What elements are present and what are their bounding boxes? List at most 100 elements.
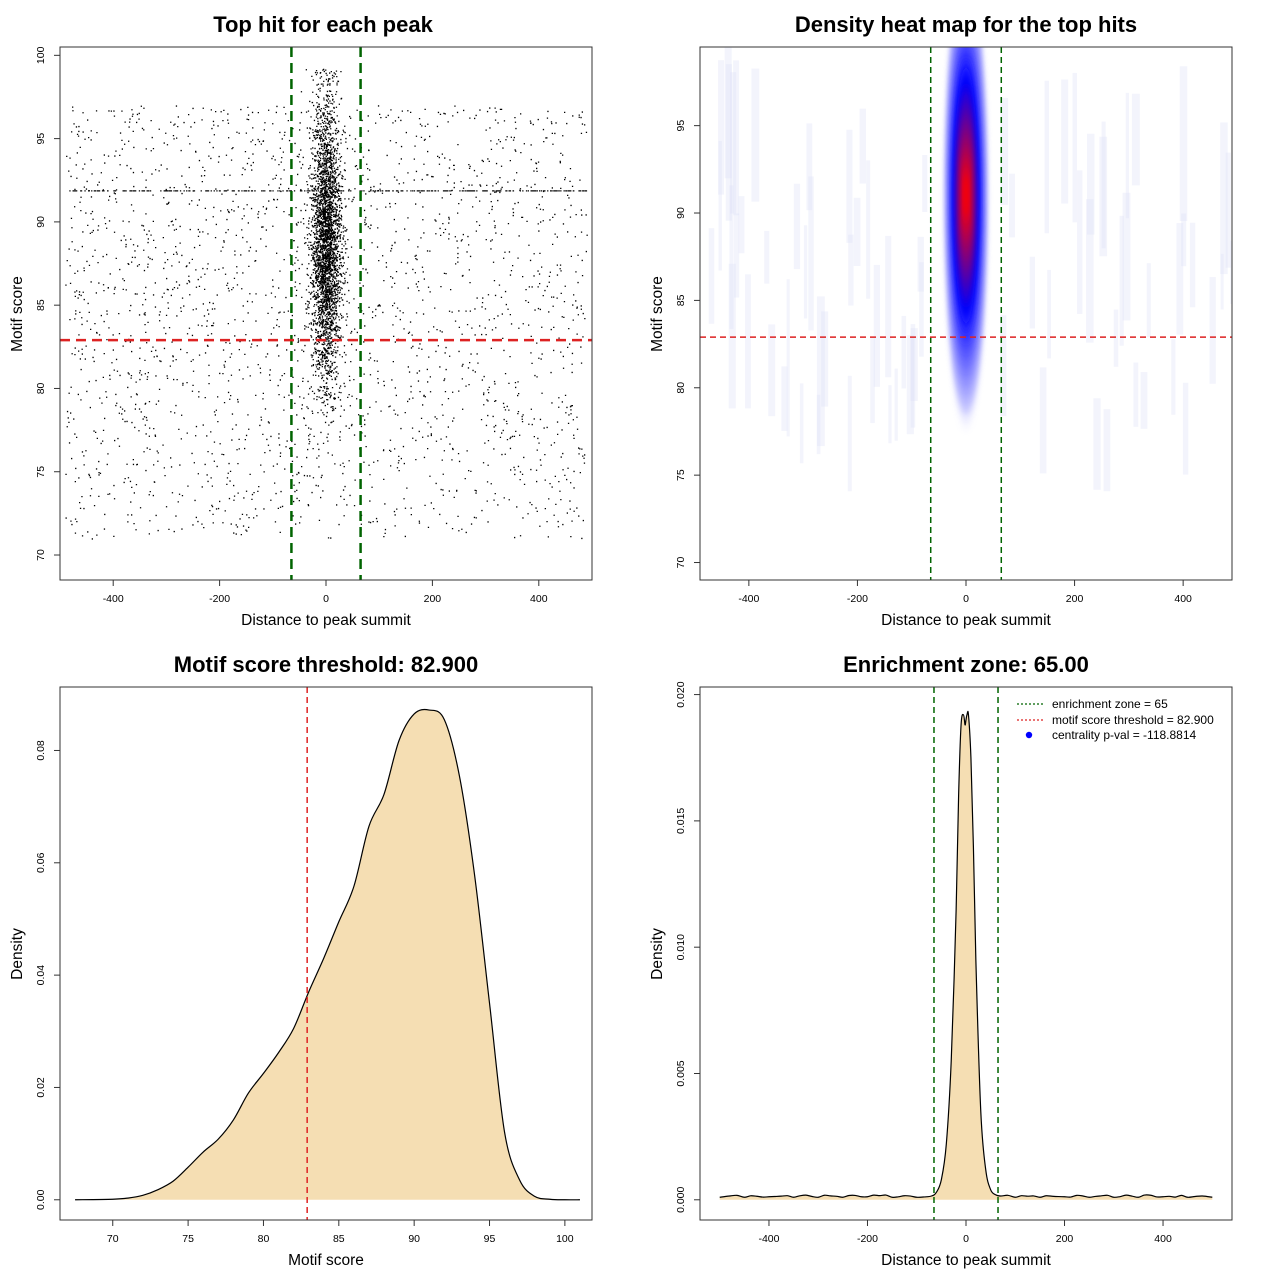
heatmap-background-streak <box>733 213 740 298</box>
legend: enrichment zone = 65 motif score thresho… <box>1017 697 1214 742</box>
heatmap-background-streak <box>1131 93 1140 186</box>
heatmap-background-streak <box>1113 309 1119 367</box>
x-tick-label: -200 <box>847 593 868 605</box>
heatmap-background-streak <box>768 324 776 417</box>
y-tick-label: 95 <box>675 120 687 132</box>
heatmap-background-streak <box>919 262 924 357</box>
distance-density-title: Enrichment zone: 65.00 <box>843 652 1089 677</box>
panel-distance-density: Enrichment zone: 65.00 -400 -200 0 200 400 0… <box>649 652 1233 1269</box>
heatmap-background-streak <box>1133 362 1139 427</box>
heatmap-density <box>708 47 1232 492</box>
heatmap-background-streak <box>799 383 804 464</box>
heatmap-background-streak <box>733 60 740 216</box>
heatmap-background-streak <box>786 279 790 437</box>
x-tick-label: 75 <box>182 1233 194 1245</box>
heatmap-background-streak <box>1087 133 1095 235</box>
y-tick-label: 70 <box>675 557 687 569</box>
heatmap-background-streak <box>1209 277 1216 384</box>
y-tick-label: 0.020 <box>675 681 687 707</box>
distance-density-curve <box>719 710 1213 1200</box>
heatmap-title: Density heat map for the top hits <box>795 12 1137 37</box>
panel-score-density: Motif score threshold: 82.900 70 75 80 85 90… <box>9 652 593 1269</box>
legend-item-zone: enrichment zone = 65 <box>1052 697 1168 711</box>
heatmap-background-streak <box>729 185 734 329</box>
heatmap-background-streak <box>1077 170 1083 314</box>
x-tick-label: 80 <box>258 1233 270 1245</box>
x-tick-label: 400 <box>1174 593 1192 605</box>
y-tick-label: 90 <box>675 207 687 219</box>
panel-scatter: Top hit for each peak -400 -200 0 200 400 70… <box>9 12 593 629</box>
heatmap-background-streak <box>1009 173 1015 238</box>
distance-density-fill <box>719 711 1213 1200</box>
y-tick-label: 0.005 <box>675 1060 687 1086</box>
heatmap-background-streak <box>1072 72 1077 223</box>
distance-density-x-axis: -400 -200 0 200 400 <box>758 1220 1172 1245</box>
heatmap-background-streak <box>906 335 914 435</box>
y-tick-label: 0.06 <box>35 852 47 873</box>
heatmap-background-streak <box>853 197 861 267</box>
y-tick-label: 85 <box>675 294 687 306</box>
heatmap-background-streak <box>1181 213 1187 267</box>
heatmap-background-streak <box>1225 152 1231 268</box>
heatmap-background-streak <box>816 394 821 455</box>
distance-density-y-label: Density <box>649 928 666 980</box>
x-tick-label: -400 <box>758 1233 779 1245</box>
heatmap-background-streak <box>910 324 916 428</box>
heatmap-background-streak <box>870 337 875 424</box>
heatmap-background-streak <box>718 60 725 195</box>
heatmap-background-streak <box>1140 372 1148 429</box>
heatmap-background-streak <box>901 315 907 389</box>
score-density-title: Motif score threshold: 82.900 <box>174 652 478 677</box>
y-tick-label: 75 <box>675 469 687 481</box>
heatmap-background-streak <box>1119 215 1124 346</box>
heatmap-background-streak <box>751 68 760 202</box>
y-tick-label: 80 <box>675 382 687 394</box>
heatmap-background-streak <box>745 274 751 409</box>
heatmap-y-axis: 70 75 80 85 90 95 <box>675 120 700 569</box>
x-tick-label: 0 <box>963 1233 969 1245</box>
score-density-curve <box>75 708 580 1201</box>
heatmap-background-streak <box>808 176 814 331</box>
heatmap-reference-lines <box>700 47 1232 580</box>
legend-item-threshold: motif score threshold = 82.900 <box>1052 713 1214 727</box>
heatmap-background-streak <box>1171 339 1176 415</box>
x-tick-label: 90 <box>408 1233 420 1245</box>
heatmap-background-streak <box>846 129 853 243</box>
scatter-reference-lines <box>60 47 592 580</box>
panel-heatmap: Density heat map for the top hits -400 -2… <box>649 12 1233 629</box>
heatmap-background-streak <box>1125 92 1129 219</box>
x-tick-label: 100 <box>556 1233 574 1245</box>
legend-item-pval: centrality p-val = -118.8814 <box>1052 728 1197 742</box>
heatmap-background-streak <box>793 183 801 270</box>
heatmap-background-streak <box>1220 122 1228 275</box>
heatmap-background-streak <box>1103 409 1111 492</box>
heatmap-background-streak <box>917 236 924 292</box>
heatmap-background-streak <box>1099 136 1108 257</box>
scatter-x-axis: -400 -200 0 200 400 <box>103 580 548 605</box>
heatmap-background-streak <box>910 328 918 401</box>
heatmap-background-streak <box>803 225 808 319</box>
score-density-plot-frame <box>59 686 593 1221</box>
heatmap-background-streak <box>1061 79 1069 204</box>
score-density-x-axis: 70 75 80 85 90 95 100 <box>107 1220 574 1245</box>
heatmap-background-streak <box>1146 263 1151 338</box>
heatmap-background-streak <box>1000 315 1007 417</box>
heatmap-background-streak <box>1044 80 1049 234</box>
heatmap-background-streak <box>730 72 737 214</box>
x-tick-label: -400 <box>738 593 759 605</box>
heatmap-background-streak <box>1220 253 1224 310</box>
x-tick-label: 400 <box>530 593 548 605</box>
y-tick-label: 70 <box>35 549 47 561</box>
heatmap-background-streak <box>1000 97 1009 205</box>
scatter-x-label: Distance to peak summit <box>241 612 411 629</box>
heatmap-background-streak <box>873 264 880 387</box>
x-tick-label: 400 <box>1154 1233 1172 1245</box>
heatmap-background-streak <box>1189 222 1196 308</box>
x-tick-label: 0 <box>323 593 329 605</box>
heatmap-background-streak <box>728 263 736 409</box>
heatmap-x-axis: -400 -200 0 200 400 <box>738 580 1192 605</box>
heatmap-background-streak <box>848 234 854 306</box>
heatmap-background-streak <box>816 296 825 447</box>
heatmap-background-streak <box>922 154 928 212</box>
